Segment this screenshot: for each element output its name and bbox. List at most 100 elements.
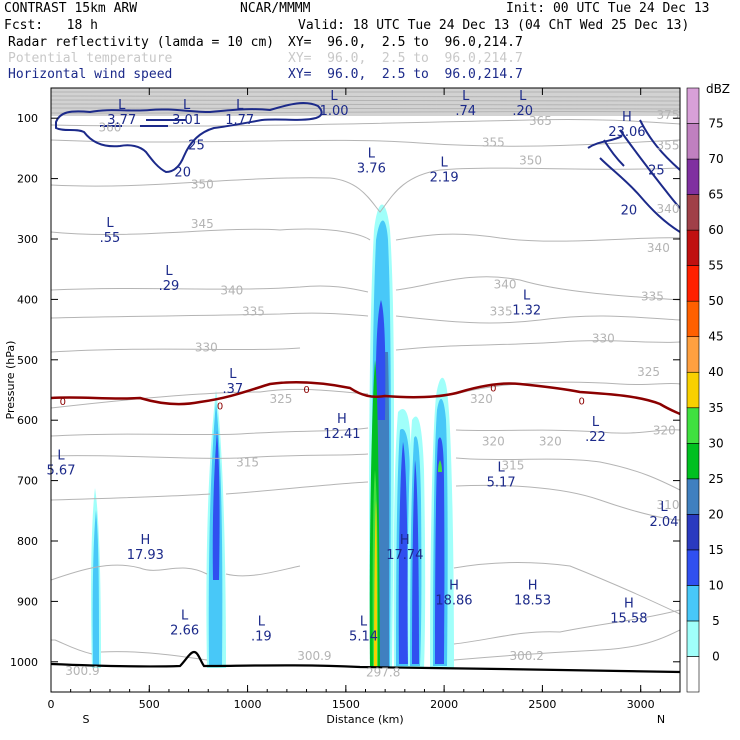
extremum-value: 17.74: [386, 548, 423, 563]
colorbar-label: 75: [708, 117, 723, 131]
extremum-type: L: [462, 89, 470, 104]
extremum-type: L: [118, 98, 126, 113]
extremum-value: .19: [251, 630, 272, 645]
colorbar-swatch: [686, 371, 700, 409]
field-wind-name: Horizontal wind speed: [8, 67, 173, 82]
x-axis: 0 500 1000 1500 2000 2500 3000: [48, 88, 681, 711]
extremum-type: H: [622, 110, 632, 125]
reflectivity-fields: [51, 88, 680, 668]
extremum-type: L: [360, 615, 368, 630]
extremum-type: L: [57, 448, 65, 463]
colorbar-swatch: [686, 620, 700, 657]
colorbar-label: 35: [708, 401, 723, 415]
extremum-type: L: [181, 609, 189, 624]
x-tick-label: 2500: [528, 698, 556, 711]
theta-label: 320: [539, 434, 562, 448]
colorbar-label: 10: [708, 578, 723, 592]
extremum-type: L: [236, 98, 244, 113]
extremum-value: 2.04: [650, 515, 679, 530]
colorbar-label: 45: [708, 330, 723, 344]
freezing-label: 0: [303, 385, 309, 396]
colorbar-swatch: [686, 478, 700, 515]
extremum-type: H: [400, 533, 410, 548]
freezing-label: 0: [60, 397, 66, 408]
organization-label: NCAR/MMMM: [240, 1, 311, 16]
theta-label: 297.8: [366, 666, 400, 680]
y-tick-label: 600: [17, 414, 38, 427]
x-axis-label: Distance (km): [326, 713, 403, 726]
forecast-hour: Fcst: 18 h: [4, 18, 98, 33]
freezing-level-line: [51, 381, 680, 416]
y-tick-label: 100: [17, 112, 38, 125]
extremum-type: L: [498, 461, 506, 476]
y-tick-label: 400: [17, 293, 38, 306]
theta-label: 335: [641, 289, 664, 303]
y-tick-label: 1000: [10, 656, 38, 669]
theta-label: 375: [657, 108, 680, 122]
extremum-value: 15.58: [610, 611, 647, 626]
extremum-value: .74: [455, 104, 476, 119]
field-reflectivity-xy: XY= 96.0, 2.5 to 96.0,214.7: [288, 35, 523, 50]
theta-label: 330: [592, 332, 615, 346]
potential-temperature-contours: [51, 91, 680, 661]
extremum-value: 3.76: [357, 161, 386, 176]
theta-label: 320: [482, 434, 505, 448]
extremum-value: .22: [585, 430, 606, 445]
theta-label: 315: [236, 455, 259, 469]
x-tick-label: 2000: [430, 698, 458, 711]
colorbar-label: 20: [708, 507, 723, 521]
theta-label: 340: [494, 277, 517, 291]
extremum-value: 1.00: [320, 104, 349, 119]
theta-label: 300.9: [297, 649, 331, 663]
colorbar-swatch: [686, 194, 700, 231]
cell-1850-core: [412, 460, 419, 664]
y-tick-label: 800: [17, 535, 38, 548]
wind-label: 25: [188, 138, 205, 153]
colorbar: 0 5 10 15 20 25 30 35 40 45 50 55 60 65 70 75: [686, 87, 724, 693]
extremum-value: 23.06: [608, 125, 645, 140]
y-tick-label: 900: [17, 595, 38, 608]
extremum-type: L: [519, 89, 527, 104]
extremum-value: 5.67: [47, 463, 76, 478]
cell-1650-blue-core: [375, 300, 386, 420]
colorbar-label: 25: [708, 472, 723, 486]
valid-time: Valid: 18 UTC Tue 24 Dec 13 (04 ChT Wed …: [298, 18, 690, 33]
field-theta-xy: XY= 96.0, 2.5 to 96.0,214.7: [288, 51, 523, 66]
theta-label: 335: [490, 304, 513, 318]
freezing-label: 0: [490, 384, 496, 395]
colorbar-swatch: [686, 123, 700, 160]
field-reflectivity-name: Radar reflectivity (lamda = 10 cm): [8, 35, 275, 50]
colorbar-swatch: [686, 158, 700, 195]
wind-speed-contours: [55, 102, 680, 233]
extremum-value: 1.77: [225, 113, 254, 128]
theta-label: 325: [637, 365, 660, 379]
extremum-value: .55: [100, 231, 121, 246]
extremum-type: L: [106, 216, 114, 231]
extremum-type: H: [624, 596, 634, 611]
theta-label: 350: [191, 178, 214, 192]
freezing-labels: 0 0 0 0 0: [60, 384, 585, 413]
theta-label: 300.2: [510, 649, 544, 663]
extremum-value: 2.66: [170, 624, 199, 639]
field-theta-name: Potential temperature: [8, 51, 173, 66]
theta-label: 355: [657, 138, 680, 152]
colorbar-label: 65: [708, 188, 723, 202]
theta-label: 360: [99, 120, 122, 134]
x-axis-north: N: [657, 713, 665, 726]
wind-label: 20: [174, 166, 191, 181]
plot-frame: [50, 87, 681, 693]
extremum-type: L: [592, 415, 600, 430]
theta-label: 335: [242, 304, 265, 318]
x-tick-label: 3000: [627, 698, 655, 711]
extremum-type: H: [449, 578, 459, 593]
theta-label: 350: [519, 153, 542, 167]
theta-label: 345: [191, 217, 214, 231]
y-axis-label: Pressure (hPa): [4, 341, 17, 420]
extremum-type: H: [140, 533, 150, 548]
x-axis-south: S: [83, 713, 90, 726]
colorbar-swatch: [686, 300, 700, 338]
theta-labels: 375 365 360 355 355 350 350 345 340 340 340 340 335 3…: [65, 108, 679, 679]
